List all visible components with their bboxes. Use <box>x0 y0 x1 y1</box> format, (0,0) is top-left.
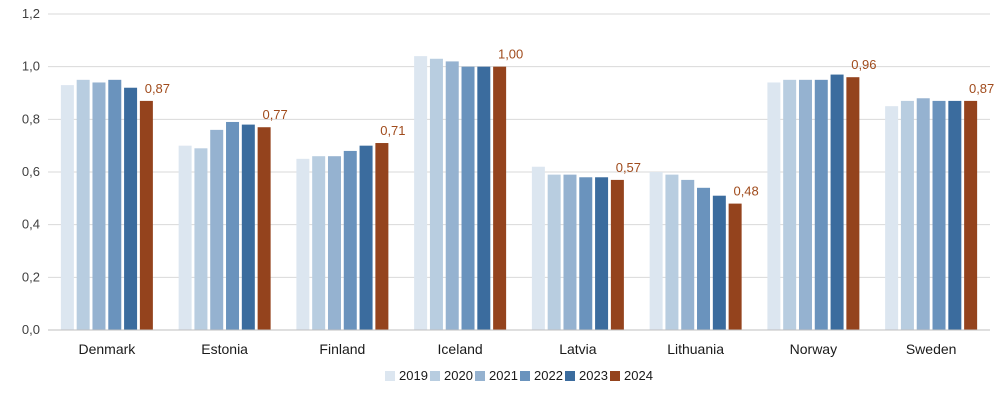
bar-lithuania-2024 <box>728 203 742 330</box>
bar-estonia-2020 <box>194 148 208 330</box>
y-tick-label: 0,6 <box>22 164 40 179</box>
bar-estonia-2022 <box>226 121 240 330</box>
legend-label-2024: 2024 <box>624 368 653 383</box>
bar-lithuania-2021 <box>681 179 695 330</box>
bar-sweden-2020 <box>900 100 914 331</box>
x-tick-label-lithuania: Lithuania <box>667 341 724 357</box>
bar-norway-2019 <box>767 82 781 330</box>
x-tick-label-denmark: Denmark <box>78 341 136 357</box>
bars <box>60 56 978 331</box>
bar-lithuania-2022 <box>697 187 711 330</box>
bar-estonia-2024 <box>257 127 271 330</box>
bar-estonia-2019 <box>178 145 192 330</box>
data-label-latvia: 0,57 <box>616 160 641 175</box>
data-labels: 0,87 0,77 0,71 1,00 0,57 0,48 0,96 0,87 <box>145 47 995 199</box>
bar-finland-2022 <box>343 150 357 330</box>
axes: 0,0 0,2 0,4 0,6 0,8 1,0 1,2 Denmark Estonia Finla… <box>22 6 990 357</box>
bar-estonia-2023 <box>241 124 255 330</box>
bar-latvia-2024 <box>610 179 624 330</box>
bar-norway-2020 <box>783 79 797 330</box>
legend-swatch-2024 <box>610 371 620 381</box>
data-label-sweden: 0,87 <box>969 81 994 96</box>
data-label-iceland: 1,00 <box>498 47 523 62</box>
x-tick-label-estonia: Estonia <box>201 341 248 357</box>
bar-finland-2021 <box>327 156 341 330</box>
legend-swatch-2019 <box>385 371 395 381</box>
bar-iceland-2019 <box>414 56 428 330</box>
bar-finland-2019 <box>296 158 310 330</box>
bar-lithuania-2019 <box>649 172 663 330</box>
bar-latvia-2020 <box>547 174 561 330</box>
bar-sweden-2022 <box>932 100 946 331</box>
bar-denmark-2023 <box>124 87 138 330</box>
x-tick-label-norway: Norway <box>790 341 837 357</box>
data-label-lithuania: 0,48 <box>733 184 758 199</box>
bar-denmark-2021 <box>92 82 106 330</box>
bar-denmark-2024 <box>139 100 153 331</box>
bar-norway-2024 <box>846 77 860 330</box>
bar-latvia-2022 <box>579 177 593 330</box>
data-label-norway: 0,96 <box>851 57 876 72</box>
bar-iceland-2021 <box>445 61 459 331</box>
y-tick-label: 0,0 <box>22 322 40 337</box>
x-tick-label-finland: Finland <box>319 341 365 357</box>
y-tick-label: 0,8 <box>22 111 40 126</box>
bar-finland-2023 <box>359 145 373 330</box>
data-label-denmark: 0,87 <box>145 81 170 96</box>
legend-swatch-2022 <box>520 371 530 381</box>
bar-latvia-2021 <box>563 174 577 330</box>
bar-norway-2022 <box>814 79 828 330</box>
x-tick-label-sweden: Sweden <box>906 341 957 357</box>
y-tick-label: 0,4 <box>22 217 40 232</box>
bar-finland-2024 <box>375 143 389 330</box>
legend-label-2019: 2019 <box>399 368 428 383</box>
bar-sweden-2019 <box>885 106 899 330</box>
y-tick-label: 1,0 <box>22 59 40 74</box>
legend-label-2023: 2023 <box>579 368 608 383</box>
bar-lithuania-2020 <box>665 174 679 330</box>
legend-label-2022: 2022 <box>534 368 563 383</box>
bar-lithuania-2023 <box>712 195 726 330</box>
bar-iceland-2024 <box>493 66 507 331</box>
legend-swatch-2021 <box>475 371 485 381</box>
bar-norway-2021 <box>798 79 812 330</box>
bar-sweden-2023 <box>948 100 962 331</box>
legend-label-2021: 2021 <box>489 368 518 383</box>
data-label-estonia: 0,77 <box>262 107 287 122</box>
bar-iceland-2020 <box>429 58 443 331</box>
legend: 2019 2020 2021 2022 2023 2024 <box>385 368 653 383</box>
bar-latvia-2023 <box>595 177 609 330</box>
bar-iceland-2023 <box>477 66 491 331</box>
bar-finland-2020 <box>312 156 326 330</box>
bar-denmark-2020 <box>76 79 90 330</box>
legend-label-2020: 2020 <box>444 368 473 383</box>
bar-latvia-2019 <box>531 166 545 330</box>
bar-estonia-2021 <box>210 129 224 330</box>
bar-denmark-2022 <box>108 79 122 330</box>
y-tick-label: 0,2 <box>22 269 40 284</box>
x-tick-label-latvia: Latvia <box>559 341 597 357</box>
bar-sweden-2024 <box>964 100 978 331</box>
x-tick-label-iceland: Iceland <box>438 341 483 357</box>
data-label-finland: 0,71 <box>380 123 405 138</box>
bar-sweden-2021 <box>916 98 930 331</box>
bar-norway-2023 <box>830 74 844 330</box>
legend-swatch-2020 <box>430 371 440 381</box>
y-tick-label: 1,2 <box>22 6 40 21</box>
legend-swatch-2023 <box>565 371 575 381</box>
bar-denmark-2019 <box>60 85 74 330</box>
bar-iceland-2022 <box>461 66 475 331</box>
